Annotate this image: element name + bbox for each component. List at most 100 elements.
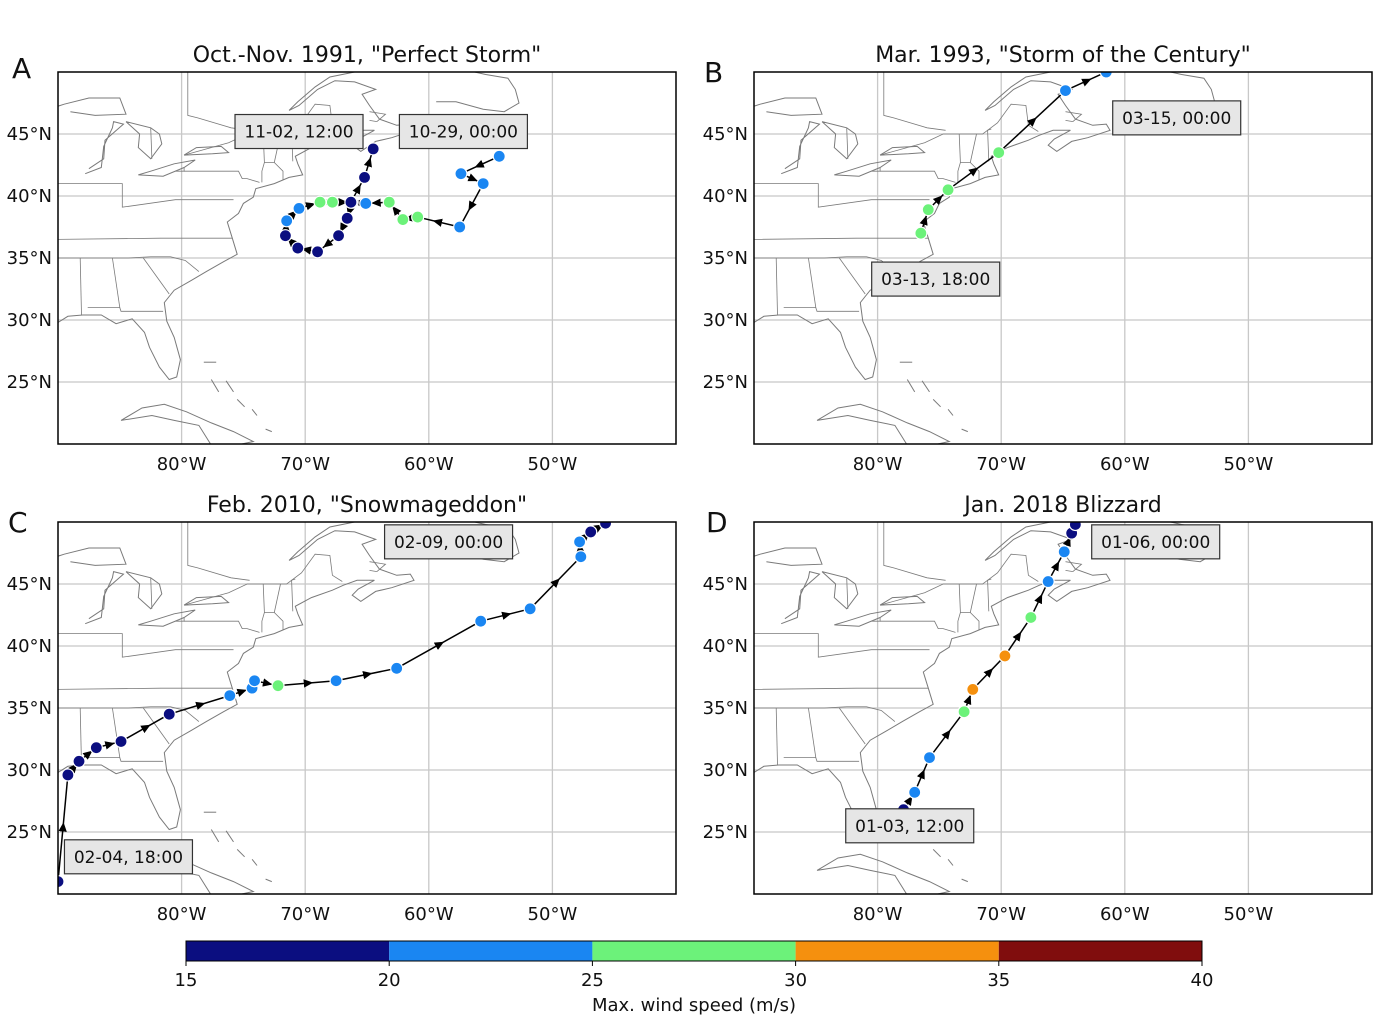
bahamas-island [265,428,272,433]
state-border [808,257,817,308]
track-arrow [362,671,373,680]
bahamas-island [225,830,234,843]
track-arrow [82,750,93,760]
track-point [957,705,971,719]
state-border [79,257,82,316]
track-point [921,203,935,217]
colorbar: 15 20 25 30 35 40 Max. wind speed (m/s) [175,940,1213,1016]
track-point [366,142,380,156]
track-arrow [1034,593,1043,605]
state-border [838,707,866,745]
state-border [264,612,284,630]
coastline [58,72,415,381]
great-lake [183,595,230,606]
lat-tick-label: 45°N [7,574,52,595]
track-point [223,688,237,703]
bahamas-island [251,408,258,416]
panel-letter: B [704,56,723,89]
track-point [114,734,128,749]
track-arrow [346,205,355,217]
track-point [291,241,305,255]
track-point [1099,72,1113,79]
state-border [369,570,377,572]
lon-tick-label: 70°W [976,454,1026,475]
state-border [58,633,234,658]
state-border [128,256,200,272]
storm-track [896,522,1082,817]
state-border [775,707,778,766]
cuba-coast [120,403,255,444]
lon-tick-label: 60°W [404,454,454,475]
track-point [574,550,588,564]
track-point [476,177,490,191]
bahamas-island [906,379,916,393]
time-annotation: 01-03, 12:00 [845,808,975,844]
state-border [880,620,956,633]
state-border [846,127,849,159]
graticule [58,522,676,894]
state-border [754,237,929,240]
track-point [922,750,937,765]
annotation-box [1091,524,1221,560]
track-point [247,674,262,688]
great-lake [781,120,821,175]
track-point [292,201,306,215]
panel-frame [753,521,1373,895]
state-border [264,162,284,180]
track-point [313,195,327,209]
track-point [584,525,598,539]
great-lake [821,121,859,160]
great-lake [821,571,859,610]
state-border [184,620,260,633]
track-point [523,602,537,616]
track-point [992,146,1006,160]
state-border [838,257,866,295]
track-point [1057,545,1071,559]
lat-tick-label: 35°N [7,698,52,719]
lon-tick-label: 50°W [528,904,578,925]
track-point [411,210,425,224]
bahamas-island [210,829,220,843]
track-point [1024,610,1038,625]
state-border [960,612,980,630]
time-annotation: 11-02, 12:00 [234,113,364,150]
time-annotation: 02-09, 00:00 [383,524,514,560]
lat-tick-label: 30°N [703,310,748,331]
state-border [112,707,121,758]
lat-tick-label: 30°N [7,310,52,331]
track-arrow [1012,631,1022,642]
state-border [150,127,153,159]
great-lake [58,97,127,116]
state-border [369,111,387,122]
lon-tick-label: 50°W [1224,454,1274,475]
colorbar-tick-label: 35 [987,970,1010,991]
great-lake [834,609,892,627]
lat-tick-label: 40°N [7,636,52,657]
track-arrow [1050,561,1060,572]
time-annotation: 03-13, 18:00 [871,261,1001,297]
track-point [998,649,1012,663]
track-arrow [340,222,349,233]
track-arrow [593,524,604,533]
coastline [58,522,415,831]
track-point [1058,83,1073,98]
panel-title: Jan. 2018 Blizzard [962,493,1161,518]
track-arrow [501,611,512,620]
great-lake [754,547,823,566]
state-border [1065,111,1083,122]
track-arrow [903,795,913,807]
bahamas-island [210,379,220,393]
track-point [908,785,922,799]
lat-tick-label: 40°N [7,186,52,207]
state-border [824,706,896,722]
track-arrow [104,741,115,750]
track-point [310,245,325,259]
great-lake [879,595,926,606]
bahamas-island [236,399,245,408]
annotation-label: 02-04, 18:00 [74,848,183,868]
state-border [150,577,153,609]
state-border [775,257,778,316]
great-lake [85,570,125,625]
colorbar-bin [998,941,1202,961]
track-arrow [468,200,477,211]
